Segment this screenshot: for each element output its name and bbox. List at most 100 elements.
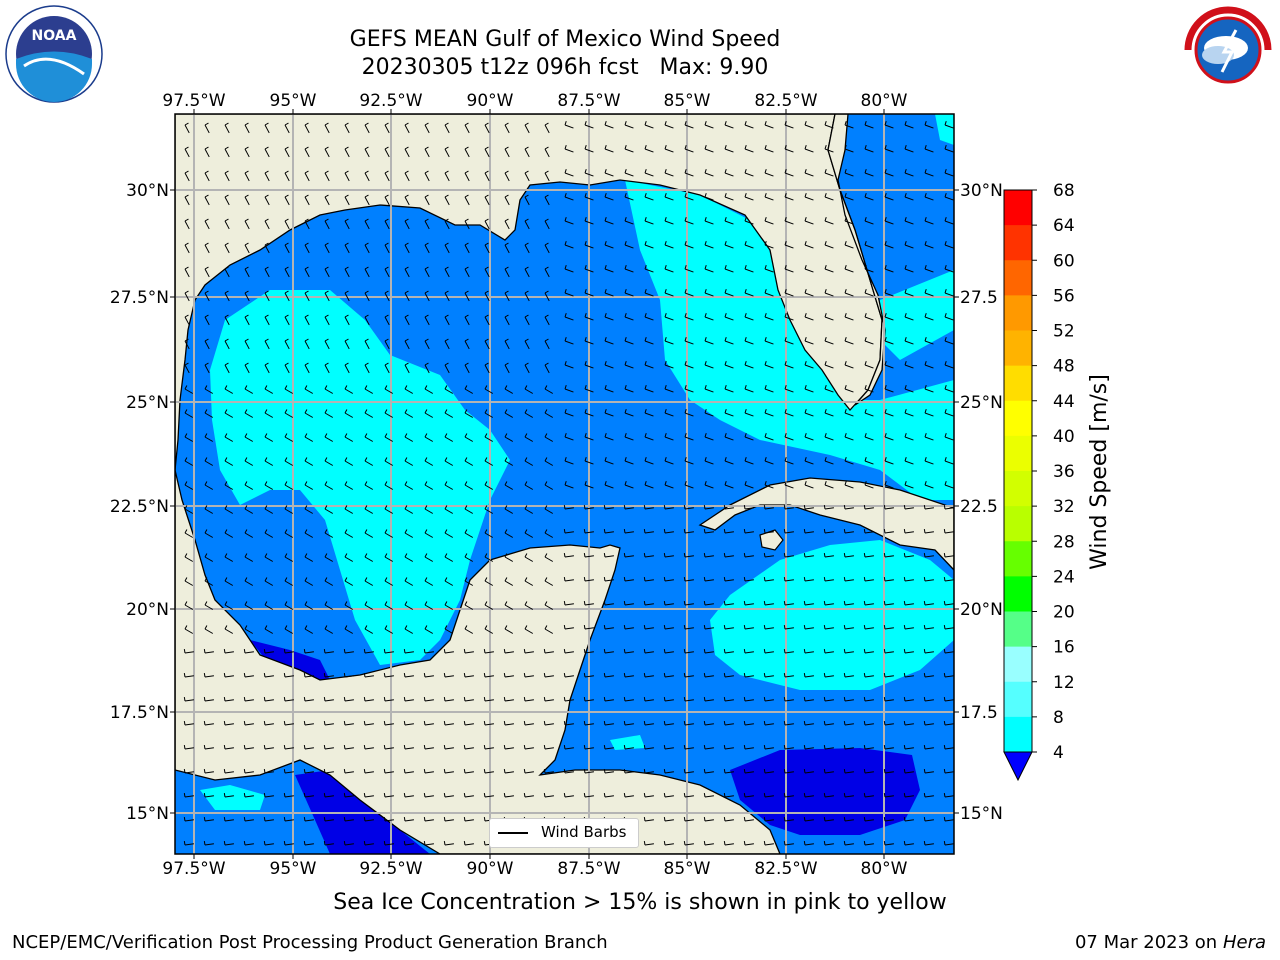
wind-barb-flag [844,265,847,270]
wind-barb [344,771,354,774]
wind-barb-flag [884,265,887,270]
wind-barb [444,628,454,634]
wind-barb [884,484,894,489]
wind-barb-flag [263,720,266,726]
wind-barb [744,843,754,846]
wind-barb [684,699,694,702]
wind-barb-flag [684,433,687,438]
wind-barb [884,268,894,273]
wind-barb-flag [783,696,786,702]
wind-barb-flag [424,505,428,510]
wind-barb-flag [643,792,646,798]
wind-barb-flag [603,504,606,510]
wind-barb-flag [644,481,647,486]
wind-barb [784,196,794,201]
wind-barb-flag [923,720,926,726]
wind-barb [524,388,534,394]
wind-barb [744,627,754,630]
wind-barb-flag [344,194,349,198]
wind-barb [684,268,694,273]
wind-barb [724,699,734,702]
wind-barb-flag [704,145,707,150]
wind-barb [864,196,874,201]
wind-barb-flag [203,696,206,702]
wind-barb [904,579,914,582]
wind-barb-flag [704,457,707,462]
wind-barb [724,436,734,441]
wind-barb-flag [404,505,408,510]
wind-barb [224,172,230,182]
wind-barb-flag [804,385,807,390]
wind-barb [624,436,634,441]
wind-barb [804,771,814,774]
wind-barb-flag [443,768,446,774]
wind-barb [844,747,854,750]
wind-barb-flag [423,744,426,750]
wind-barb [464,340,470,350]
wind-barb [924,651,934,654]
wind-barb [444,364,450,374]
wind-barb-flag [623,504,626,510]
wind-barb [404,771,414,774]
wind-barb [464,580,474,586]
wind-barb [204,628,214,634]
wind-barb-flag [723,624,726,630]
wind-barb-flag [224,481,228,486]
wind-barb [344,220,350,230]
wind-barb-flag [184,362,189,366]
wind-barb-flag [504,505,508,510]
wind-barb [484,556,494,562]
wind-barb-flag [524,122,529,126]
wind-barb-flag [763,792,766,798]
wind-barb [384,699,394,702]
wind-barb [764,340,774,345]
wind-barb [504,340,510,350]
wind-barb [684,795,694,798]
wind-barb-flag [444,481,448,486]
wind-barb-flag [384,122,389,126]
wind-barb [224,747,234,750]
wind-barb-flag [243,768,246,774]
wind-barb-flag [763,696,766,702]
wind-barb-flag [823,576,826,582]
wind-barb [624,675,634,678]
wind-barb-flag [504,242,509,246]
wind-barb-flag [564,217,567,222]
wind-barb [464,651,474,654]
wind-barb-flag [563,648,566,654]
wind-barb [724,484,734,489]
wind-barb [584,627,594,630]
wind-barb [324,675,334,678]
wind-barb [944,124,954,129]
wind-barb-flag [504,266,509,270]
wind-barb [704,412,714,417]
wind-barb [384,604,394,610]
wind-barb-flag [504,362,509,366]
wind-barb [704,627,714,630]
wind-barb [284,268,290,278]
wind-barb-flag [744,313,747,318]
wind-barb [804,843,814,846]
wind-barb-flag [363,672,366,678]
wind-barb [564,460,574,465]
wind-barb-flag [763,624,766,630]
wind-barb-flag [604,457,607,462]
wind-barb-flag [684,193,687,198]
wind-barb-flag [384,290,389,294]
wind-barb [264,819,274,822]
wind-barb-flag [403,792,406,798]
wind-barb [304,819,314,822]
wind-barb [684,843,694,846]
wind-barb-flag [204,170,209,174]
wind-barb [884,699,894,702]
wind-barb [424,699,434,702]
wind-barb-flag [704,193,707,198]
wind-barb-flag [643,696,646,702]
wind-barb-flag [344,385,348,390]
wind-barb [324,412,334,418]
wind-barb [564,484,574,489]
wind-barb-flag [504,577,508,582]
wind-barb [584,771,594,774]
wind-barb-flag [243,744,246,750]
wind-barb-flag [344,170,349,174]
